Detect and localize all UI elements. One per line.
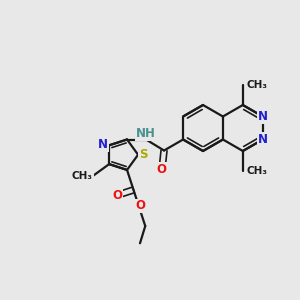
Text: O: O xyxy=(135,200,146,212)
Text: CH₃: CH₃ xyxy=(72,171,93,181)
Text: O: O xyxy=(112,189,122,202)
Text: O: O xyxy=(156,163,166,176)
Text: S: S xyxy=(139,148,148,161)
Text: NH: NH xyxy=(136,127,156,140)
Text: N: N xyxy=(98,138,108,151)
Text: CH₃: CH₃ xyxy=(247,166,268,176)
Text: N: N xyxy=(258,133,268,146)
Text: CH₃: CH₃ xyxy=(247,80,268,90)
Text: N: N xyxy=(258,110,268,123)
